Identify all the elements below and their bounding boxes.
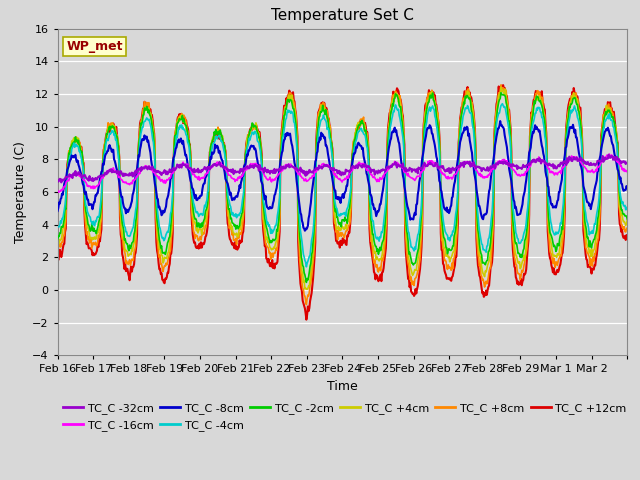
TC_C +4cm — [623, 217, 631, 223]
TC_C +12cm — [402, 250, 410, 255]
TC_C -4cm — [120, 223, 128, 229]
TC_C +4cm — [54, 237, 61, 242]
Line: TC_C +12cm: TC_C +12cm — [58, 85, 627, 320]
TC_C -16cm — [434, 164, 442, 170]
TC_C +4cm — [497, 84, 505, 90]
TC_C +4cm — [402, 227, 410, 233]
TC_C -8cm — [434, 167, 442, 172]
TC_C -4cm — [303, 264, 310, 270]
TC_C -32cm — [402, 165, 410, 171]
Line: TC_C +8cm: TC_C +8cm — [58, 85, 627, 305]
TC_C +12cm — [120, 266, 128, 272]
TC_C +4cm — [120, 243, 128, 249]
TC_C +8cm — [253, 128, 261, 133]
TC_C -8cm — [253, 157, 261, 163]
TC_C -8cm — [301, 228, 308, 234]
TC_C +4cm — [303, 287, 311, 292]
TC_C -2cm — [402, 217, 410, 223]
TC_C +8cm — [402, 234, 410, 240]
TC_C -16cm — [276, 170, 284, 176]
TC_C +8cm — [120, 248, 128, 254]
TC_C -2cm — [253, 129, 261, 135]
TC_C -2cm — [54, 236, 61, 242]
TC_C +12cm — [434, 115, 442, 121]
Line: TC_C -4cm: TC_C -4cm — [58, 104, 627, 267]
TC_C -4cm — [402, 202, 410, 208]
Line: TC_C -2cm: TC_C -2cm — [58, 93, 627, 282]
TC_C +12cm — [499, 82, 507, 88]
Line: TC_C +4cm: TC_C +4cm — [58, 87, 627, 289]
TC_C +12cm — [54, 255, 61, 261]
TC_C -4cm — [253, 138, 261, 144]
TC_C -16cm — [54, 189, 62, 195]
TC_C +12cm — [275, 240, 283, 245]
TC_C -4cm — [225, 198, 233, 204]
TC_C +12cm — [623, 234, 631, 240]
TC_C -32cm — [623, 160, 631, 166]
Line: TC_C -8cm: TC_C -8cm — [58, 121, 627, 231]
TC_C -32cm — [276, 166, 284, 172]
TC_C +12cm — [253, 126, 261, 132]
TC_C +12cm — [225, 232, 233, 238]
TC_C -4cm — [623, 204, 631, 210]
Legend: TC_C -32cm, TC_C -16cm, TC_C -8cm, TC_C -4cm, TC_C -2cm, TC_C +4cm, TC_C +8cm, T: TC_C -32cm, TC_C -16cm, TC_C -8cm, TC_C … — [63, 403, 627, 431]
TC_C +8cm — [275, 229, 283, 235]
TC_C -32cm — [434, 165, 442, 170]
TC_C -32cm — [54, 177, 61, 183]
TC_C -2cm — [497, 90, 505, 96]
TC_C +4cm — [434, 119, 442, 125]
TC_C +8cm — [54, 243, 61, 249]
TC_C -4cm — [499, 101, 506, 107]
TC_C -2cm — [225, 206, 233, 212]
TC_C -2cm — [623, 216, 631, 222]
TC_C -2cm — [275, 216, 283, 222]
TC_C -4cm — [54, 224, 61, 229]
TC_C -16cm — [254, 163, 262, 169]
TC_C -32cm — [122, 171, 129, 177]
TC_C -2cm — [120, 237, 128, 243]
TC_C -32cm — [605, 152, 612, 157]
TC_C -8cm — [497, 118, 504, 124]
TC_C -8cm — [623, 184, 631, 190]
TC_C -2cm — [303, 279, 310, 285]
Line: TC_C -16cm: TC_C -16cm — [58, 154, 627, 192]
TC_C +8cm — [434, 110, 442, 116]
TC_C +4cm — [253, 129, 261, 134]
TC_C -16cm — [623, 169, 631, 175]
Title: Temperature Set C: Temperature Set C — [271, 9, 414, 24]
TC_C +12cm — [303, 317, 310, 323]
TC_C -8cm — [120, 205, 128, 211]
TC_C -4cm — [275, 201, 283, 206]
TC_C -16cm — [226, 172, 234, 178]
TC_C +8cm — [623, 225, 631, 231]
TC_C +8cm — [303, 302, 310, 308]
X-axis label: Time: Time — [327, 380, 358, 393]
TC_C -32cm — [226, 168, 234, 174]
TC_C -2cm — [434, 121, 442, 127]
TC_C -16cm — [605, 151, 613, 157]
TC_C -32cm — [254, 163, 262, 169]
TC_C -8cm — [275, 169, 283, 175]
TC_C +4cm — [225, 216, 233, 222]
TC_C -16cm — [54, 187, 61, 193]
TC_C +8cm — [225, 225, 233, 231]
TC_C -16cm — [122, 180, 129, 185]
TC_C -4cm — [434, 132, 442, 138]
TC_C +4cm — [275, 224, 283, 230]
TC_C +8cm — [497, 82, 505, 88]
Y-axis label: Temperature (C): Temperature (C) — [13, 141, 26, 243]
TC_C -8cm — [54, 208, 61, 214]
Text: WP_met: WP_met — [66, 40, 123, 53]
TC_C -32cm — [58, 180, 65, 185]
TC_C -16cm — [402, 169, 410, 175]
TC_C -8cm — [402, 194, 410, 200]
TC_C -8cm — [225, 187, 233, 193]
Line: TC_C -32cm: TC_C -32cm — [58, 155, 627, 182]
